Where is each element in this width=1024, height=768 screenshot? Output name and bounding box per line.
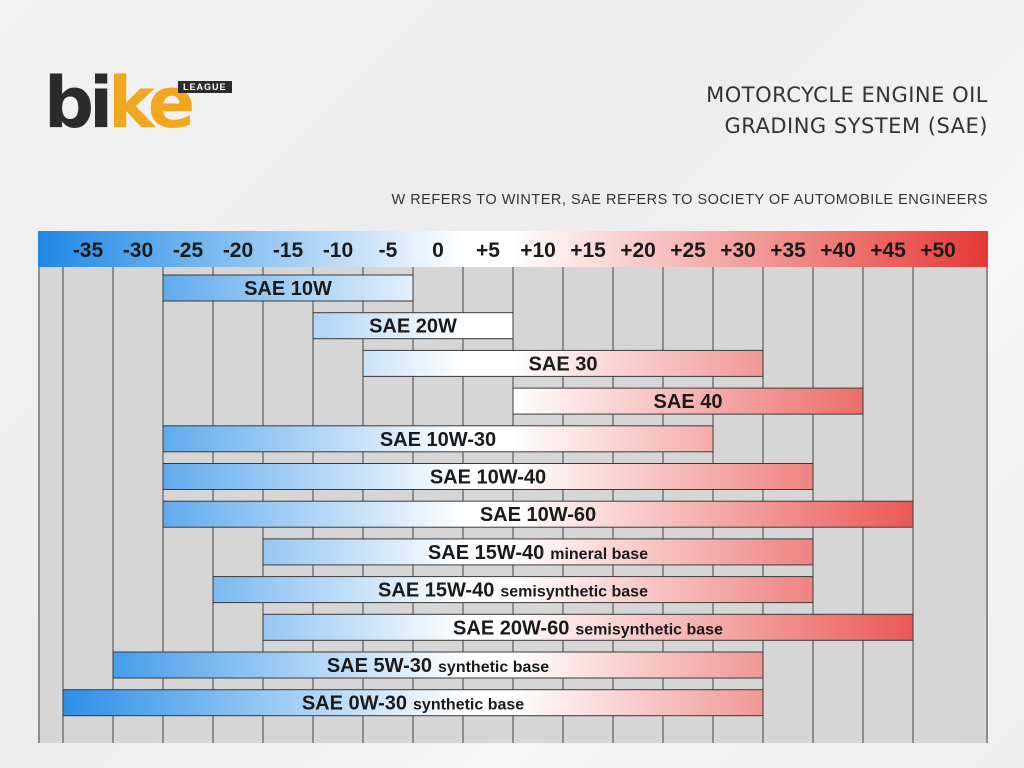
range-bar — [312, 312, 514, 340]
x-tick-label: 0 — [432, 239, 444, 262]
x-tick-label: -30 — [123, 239, 153, 262]
x-tick-label: +45 — [870, 239, 906, 262]
bar-grade: SAE 10W-60 — [480, 504, 596, 526]
bar-grade: SAE 10W-40 — [430, 467, 546, 489]
range-bar — [162, 425, 714, 453]
bar-label: SAE 0W-30 synthetic base — [302, 693, 524, 715]
range-bar — [162, 463, 814, 490]
bar-label: SAE 10W-40 — [430, 467, 546, 489]
range-bar — [262, 538, 814, 566]
range-bar — [212, 576, 814, 604]
bike-league-logo: bike LEAGUE — [44, 68, 232, 142]
logo-text-dark: bi — [44, 62, 113, 144]
x-tick-label: +40 — [820, 239, 856, 262]
range-bar — [262, 613, 914, 641]
x-tick-label: +10 — [520, 239, 556, 262]
bar-grade: SAE 15W-40 — [378, 580, 494, 602]
bar-label: SAE 10W — [244, 278, 332, 300]
bar-base-type: semisynthetic base — [575, 621, 723, 638]
bar-label: SAE 10W-60 — [480, 504, 596, 526]
bar-label: SAE 10W-30 — [380, 429, 496, 451]
x-tick-label: +20 — [620, 239, 656, 262]
title-line-2: GRADING SYSTEM (SAE) — [724, 114, 988, 138]
range-bar — [362, 349, 764, 377]
bar-label: SAE 30 — [529, 353, 598, 375]
x-tick-label: +5 — [476, 239, 500, 262]
range-bar — [162, 274, 414, 302]
range-bar — [512, 387, 864, 415]
bar-label: SAE 5W-30 synthetic base — [327, 655, 549, 677]
logo-text-accent: ke — [108, 62, 195, 144]
range-bar — [62, 689, 764, 717]
title-line-1: MOTORCYCLE ENGINE OIL — [706, 83, 988, 107]
bar-grade: SAE 0W-30 — [302, 693, 407, 715]
bar-base-type: synthetic base — [438, 659, 549, 676]
bar-label: SAE 15W-40 mineral base — [428, 542, 648, 564]
logo-tag: LEAGUE — [178, 81, 232, 93]
x-tick-label: +25 — [670, 239, 706, 262]
bar-grade: SAE 40 — [654, 391, 723, 413]
bar-grade: SAE 5W-30 — [327, 655, 432, 677]
bar-grade: SAE 30 — [529, 353, 598, 375]
temperature-scale — [38, 231, 988, 267]
page-title: MOTORCYCLE ENGINE OIL GRADING SYSTEM (SA… — [706, 80, 988, 142]
bar-grade: SAE 20W-60 — [453, 617, 569, 639]
page-subtitle: W REFERS TO WINTER, SAE REFERS TO SOCIET… — [391, 192, 988, 208]
x-tick-label: -20 — [223, 239, 253, 262]
bar-grade: SAE 20W — [369, 316, 457, 338]
bar-label: SAE 20W-60 semisynthetic base — [453, 617, 723, 639]
bar-label: SAE 20W — [369, 316, 457, 338]
x-tick-label: -35 — [73, 239, 104, 262]
x-tick-label: +50 — [920, 239, 956, 262]
x-tick-label: -25 — [173, 239, 204, 262]
x-tick-label: -10 — [323, 239, 353, 262]
bar-label: SAE 15W-40 semisynthetic base — [378, 580, 648, 602]
bar-base-type: synthetic base — [413, 697, 524, 714]
x-tick-label: -5 — [379, 239, 398, 262]
bar-grade: SAE 10W — [244, 278, 332, 300]
bar-base-type: mineral base — [550, 546, 648, 563]
x-tick-label: +35 — [770, 239, 806, 262]
bar-base-type: semisynthetic base — [500, 584, 648, 601]
sae-grade-chart: -35 -30 -25 -20 -15 -10 -5 0 +5 +10 +15 +20 +25 +30 +3… — [38, 231, 988, 743]
x-tick-label: +30 — [720, 239, 756, 262]
range-bar — [112, 651, 764, 679]
bar-grade: SAE 10W-30 — [380, 429, 496, 451]
x-tick-label: +15 — [570, 239, 606, 262]
bar-label: SAE 40 — [654, 391, 723, 413]
logo-wordmark: bike — [44, 68, 195, 138]
range-bar — [162, 500, 914, 528]
bar-grade: SAE 15W-40 — [428, 542, 544, 564]
x-tick-label: -15 — [273, 239, 304, 262]
